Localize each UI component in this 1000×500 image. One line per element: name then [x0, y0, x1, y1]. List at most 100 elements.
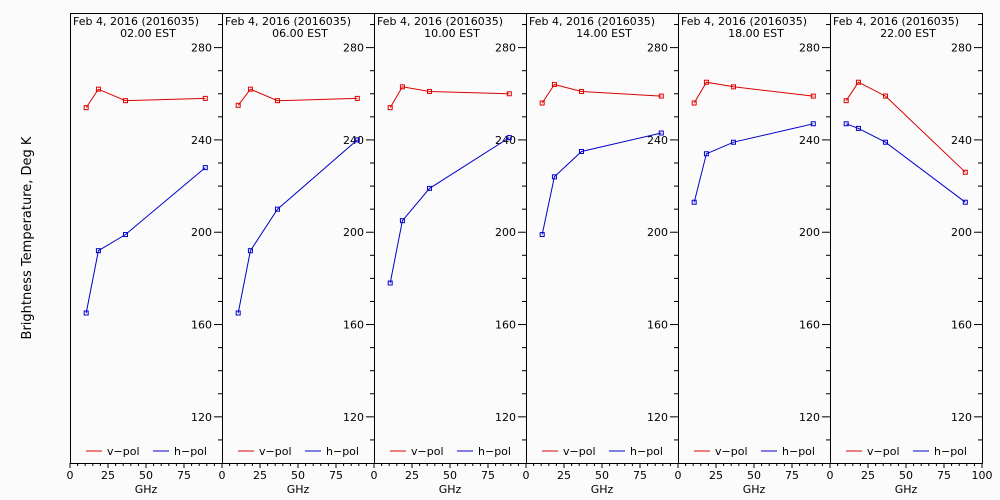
- v-pol-point: [247, 86, 253, 92]
- h-pol-point: [247, 248, 253, 254]
- v-pol-point: [83, 105, 89, 111]
- h-pol-point: [843, 121, 849, 127]
- legend-h-pol-label: h−pol: [326, 445, 359, 458]
- v-pol-series-line: [389, 86, 510, 108]
- x-tick-label: 0: [675, 469, 682, 482]
- x-tick-label: 25: [253, 469, 267, 482]
- x-tick-label: 50: [291, 469, 305, 482]
- h-pol-point: [426, 185, 432, 191]
- v-pol-point: [95, 86, 101, 92]
- v-pol-point: [810, 93, 816, 99]
- v-pol-point: [882, 93, 888, 99]
- y-tick-label: 200: [495, 226, 516, 239]
- chart-panel: Feb 4, 2016 (2016035)02.00 EST 120 160 200 2…: [67, 13, 223, 496]
- h-pol-point: [691, 199, 697, 205]
- v-pol-point: [730, 84, 736, 90]
- h-pol-point: [730, 139, 736, 145]
- legend-v-pol-label: v−pol: [411, 445, 444, 458]
- x-tick-label: 75: [177, 469, 191, 482]
- panel-title-date: Feb 4, 2016 (2016035): [377, 15, 503, 28]
- v-pol-point: [426, 88, 432, 94]
- h-pol-point: [703, 151, 709, 157]
- v-pol-point: [122, 98, 128, 104]
- v-pol-point: [399, 84, 405, 90]
- v-pol-series-line: [693, 81, 814, 104]
- h-pol-point: [658, 130, 664, 136]
- x-tick-label: 100: [972, 469, 993, 482]
- x-tick-label: 25: [405, 469, 419, 482]
- y-tick-label: 160: [951, 319, 972, 332]
- h-pol-series-line: [389, 137, 510, 284]
- panel-title-time: 14.00 EST: [576, 27, 632, 40]
- x-axis-label: GHz: [895, 483, 918, 496]
- x-tick-label: 25: [709, 469, 723, 482]
- v-pol-point: [843, 98, 849, 104]
- v-pol-point: [551, 82, 557, 88]
- legend-h-pol-label: h−pol: [782, 445, 815, 458]
- v-pol-point: [539, 100, 545, 106]
- h-pol-point: [578, 148, 584, 154]
- y-tick-label: 200: [799, 226, 820, 239]
- x-axis-label: GHz: [439, 483, 462, 496]
- y-tick-label: 200: [343, 226, 364, 239]
- y-tick-label: 280: [647, 42, 668, 55]
- y-tick-label: 160: [799, 319, 820, 332]
- x-axis-label: GHz: [287, 483, 310, 496]
- v-pol-point: [274, 98, 280, 104]
- h-pol-point: [274, 206, 280, 212]
- h-pol-series-line: [846, 123, 966, 203]
- chart-panel: Feb 4, 2016 (2016035)18.00 EST 120 160 200 2…: [675, 13, 831, 496]
- y-tick-label: 200: [191, 226, 212, 239]
- h-pol-point: [354, 137, 360, 143]
- h-pol-point: [506, 135, 512, 141]
- x-tick-label: 50: [139, 469, 153, 482]
- h-pol-series-line: [693, 123, 814, 203]
- h-pol-point: [83, 310, 89, 316]
- v-pol-point: [962, 169, 968, 175]
- y-tick-label: 120: [951, 411, 972, 424]
- v-pol-series-line: [237, 88, 358, 106]
- x-tick-label: 75: [481, 469, 495, 482]
- x-axis-label: GHz: [135, 483, 158, 496]
- legend-h-pol-label: h−pol: [630, 445, 663, 458]
- x-tick-label: 75: [937, 469, 951, 482]
- v-pol-series-line: [845, 81, 966, 173]
- x-tick-label: 0: [219, 469, 226, 482]
- x-tick-label: 25: [861, 469, 875, 482]
- chart-panel: Feb 4, 2016 (2016035)22.00 EST 120 160 200 2…: [827, 13, 993, 496]
- h-pol-point: [202, 165, 208, 171]
- h-pol-point: [810, 121, 816, 127]
- h-pol-point: [539, 232, 545, 238]
- x-tick-label: 50: [595, 469, 609, 482]
- x-tick-label: 0: [827, 469, 834, 482]
- legend-v-pol-label: v−pol: [259, 445, 292, 458]
- x-tick-label: 25: [557, 469, 571, 482]
- y-tick-label: 160: [495, 319, 516, 332]
- y-tick-label: 240: [799, 134, 820, 147]
- h-pol-point: [962, 199, 968, 205]
- x-axis-label: GHz: [743, 483, 766, 496]
- x-tick-label: 75: [329, 469, 343, 482]
- panel-title-time: 06.00 EST: [272, 27, 328, 40]
- h-pol-series-line: [85, 167, 206, 314]
- y-tick-label: 200: [951, 226, 972, 239]
- v-pol-point: [354, 95, 360, 101]
- y-tick-label: 280: [343, 42, 364, 55]
- v-pol-point: [202, 95, 208, 101]
- x-tick-label: 50: [443, 469, 457, 482]
- x-tick-label: 75: [633, 469, 647, 482]
- y-tick-label: 160: [191, 319, 212, 332]
- y-tick-label: 240: [951, 134, 972, 147]
- h-pol-point: [855, 125, 861, 131]
- x-tick-label: 0: [523, 469, 530, 482]
- v-pol-point: [578, 88, 584, 94]
- h-pol-point: [235, 310, 241, 316]
- panel-title-time: 02.00 EST: [120, 27, 176, 40]
- h-pol-series-line: [541, 132, 662, 235]
- v-pol-point: [387, 105, 393, 111]
- legend-h-pol-label: h−pol: [174, 445, 207, 458]
- panel-title-date: Feb 4, 2016 (2016035): [681, 15, 807, 28]
- panel-title-date: Feb 4, 2016 (2016035): [73, 15, 199, 28]
